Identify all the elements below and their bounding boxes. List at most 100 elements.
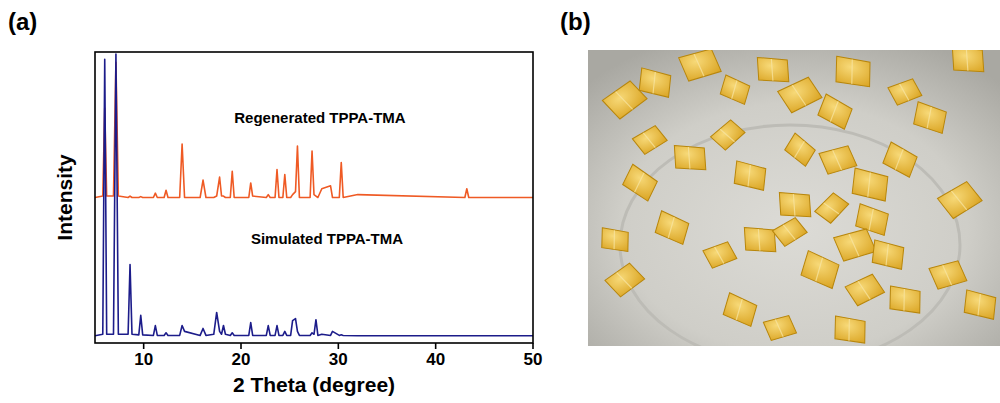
crystal-body [634, 65, 675, 100]
crystal-body [651, 209, 694, 248]
crystal-facet [728, 80, 741, 98]
crystal-facet [833, 149, 842, 171]
panel-label: (b) [560, 8, 591, 35]
crystal-body [929, 260, 968, 290]
crystal-body [847, 165, 894, 205]
crystal [729, 158, 770, 193]
series-label: Simulated TPPA-TMA [251, 230, 403, 247]
x-tick [435, 343, 437, 349]
crystal-body [959, 287, 1000, 322]
crystal [949, 50, 988, 75]
x-tick [338, 343, 340, 349]
pattern-line [95, 54, 533, 336]
crystal-facet [643, 131, 655, 150]
crystal [830, 314, 870, 346]
crystal-facet [973, 294, 985, 316]
crystal-facet [783, 223, 795, 242]
crystal-facet [951, 188, 966, 212]
crystal-body [716, 73, 753, 107]
crystal [719, 291, 762, 330]
crystal [634, 65, 675, 100]
x-tick [143, 343, 145, 349]
x-tick-label: 30 [329, 350, 348, 369]
crystal [678, 50, 722, 82]
crystal-body [879, 140, 922, 180]
crystal [844, 272, 885, 307]
crystal-facet [862, 172, 876, 196]
crystal [763, 315, 797, 342]
crystal-body [702, 241, 737, 270]
crystal-facet [648, 72, 660, 94]
crystal-body [885, 284, 925, 317]
crystal-facet [792, 83, 806, 107]
crystal-facet [720, 127, 734, 145]
crystal-facet [824, 200, 839, 217]
crystal-body [719, 291, 762, 330]
crystal-facet [694, 53, 704, 77]
crystal [830, 53, 875, 90]
crystal-body [833, 228, 877, 262]
crystal-facet [743, 165, 755, 187]
crystal-body [709, 117, 747, 152]
crystal-facet [846, 59, 858, 83]
crystal-body [604, 261, 647, 300]
crystal-facet [963, 50, 972, 71]
crystal [597, 226, 632, 255]
crystal-facet [617, 270, 632, 291]
crystal [885, 284, 925, 317]
crystal-body [830, 53, 875, 90]
series-label: Regenerated TPPA-TMA [234, 109, 406, 126]
crystal [959, 287, 1000, 322]
crystal-body [741, 225, 780, 255]
crystal-facet [775, 319, 783, 338]
crystal-facet [811, 258, 828, 282]
crystal-facet [844, 319, 855, 341]
crystal-body [796, 248, 844, 292]
crystal [651, 209, 694, 248]
crystal-body [776, 190, 815, 220]
crystal-facet [922, 107, 936, 128]
crystal-body [619, 162, 662, 203]
crystal-body [597, 226, 632, 255]
crystal-facet [715, 246, 724, 265]
crystal [867, 237, 908, 272]
crystal-body [678, 50, 722, 82]
crystal [754, 55, 793, 85]
crystal-facet [768, 59, 777, 81]
crystal [671, 143, 710, 173]
crystal [813, 190, 850, 226]
crystal-body [949, 50, 988, 75]
crystal-body [909, 99, 951, 136]
crystal-facet [790, 194, 799, 216]
pattern-line [95, 62, 533, 197]
crystal-facet [849, 233, 859, 257]
crystal-body [844, 272, 885, 307]
crystal-body [631, 124, 668, 157]
x-tick-label: 50 [524, 350, 543, 369]
crystal-facet [631, 173, 649, 193]
crystal [909, 99, 951, 136]
crystal [833, 228, 877, 262]
photo [588, 50, 1000, 346]
crystal [771, 216, 808, 249]
crystal-body [771, 216, 808, 249]
crystal [741, 225, 780, 255]
panel-label: (a) [8, 8, 37, 35]
crystal-facet [732, 299, 747, 320]
crystal [929, 260, 968, 290]
crystal-facet [864, 209, 878, 230]
crystal [814, 92, 857, 132]
crystal [781, 131, 818, 168]
x-tick-label: 20 [232, 350, 251, 369]
crystal-body [671, 143, 710, 173]
crystal-body [729, 158, 770, 193]
x-tick-label: 40 [426, 350, 445, 369]
crystal [604, 261, 647, 300]
crystal-body [781, 131, 818, 168]
crystal-facet [943, 264, 952, 286]
x-tick [532, 343, 534, 349]
crystal [796, 248, 844, 292]
figure: (a) Regenerated TPPA-TMA Simulated TPPA-TM… [0, 0, 1000, 403]
crystal [936, 179, 984, 221]
crystal-facet [791, 141, 807, 157]
